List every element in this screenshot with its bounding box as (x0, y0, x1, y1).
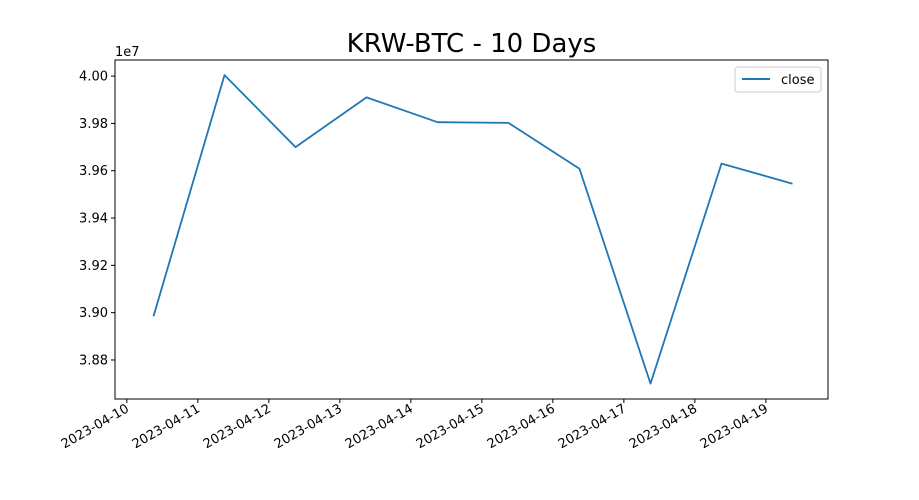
x-tick-label: 2023-04-11 (130, 401, 203, 452)
x-tick-label: 2023-04-12 (201, 401, 274, 452)
x-tick-label: 2023-04-17 (556, 401, 629, 452)
series-line-close (152, 74, 793, 385)
series-layer (152, 74, 793, 385)
y-tick-label: 3.94 (79, 212, 108, 227)
x-tick-label: 2023-04-14 (343, 401, 416, 452)
x-tick-label: 2023-04-16 (485, 401, 558, 452)
x-tick-label: 2023-04-15 (414, 401, 487, 452)
x-tick-label: 2023-04-19 (698, 401, 771, 452)
x-tick-label: 2023-04-13 (272, 401, 345, 452)
x-tick-label: 2023-04-18 (627, 401, 700, 452)
y-tick-label: 3.90 (79, 306, 108, 321)
chart-title: KRW-BTC - 10 Days (347, 29, 597, 59)
y-tick-label: 3.96 (79, 164, 108, 179)
axis-ticks: 3.883.903.923.943.963.984.002023-04-1020… (59, 70, 771, 453)
x-tick-label: 2023-04-10 (59, 401, 132, 452)
y-tick-label: 3.98 (79, 117, 108, 132)
legend-label-close: close (781, 73, 814, 88)
plot-frame (114, 59, 829, 400)
y-tick-label: 3.88 (79, 353, 108, 368)
y-tick-label: 4.00 (79, 70, 108, 85)
legend-box (734, 66, 822, 93)
y-axis-offset-label: 1e7 (115, 45, 140, 60)
y-tick-label: 3.92 (79, 259, 108, 274)
legend: close (734, 66, 822, 93)
